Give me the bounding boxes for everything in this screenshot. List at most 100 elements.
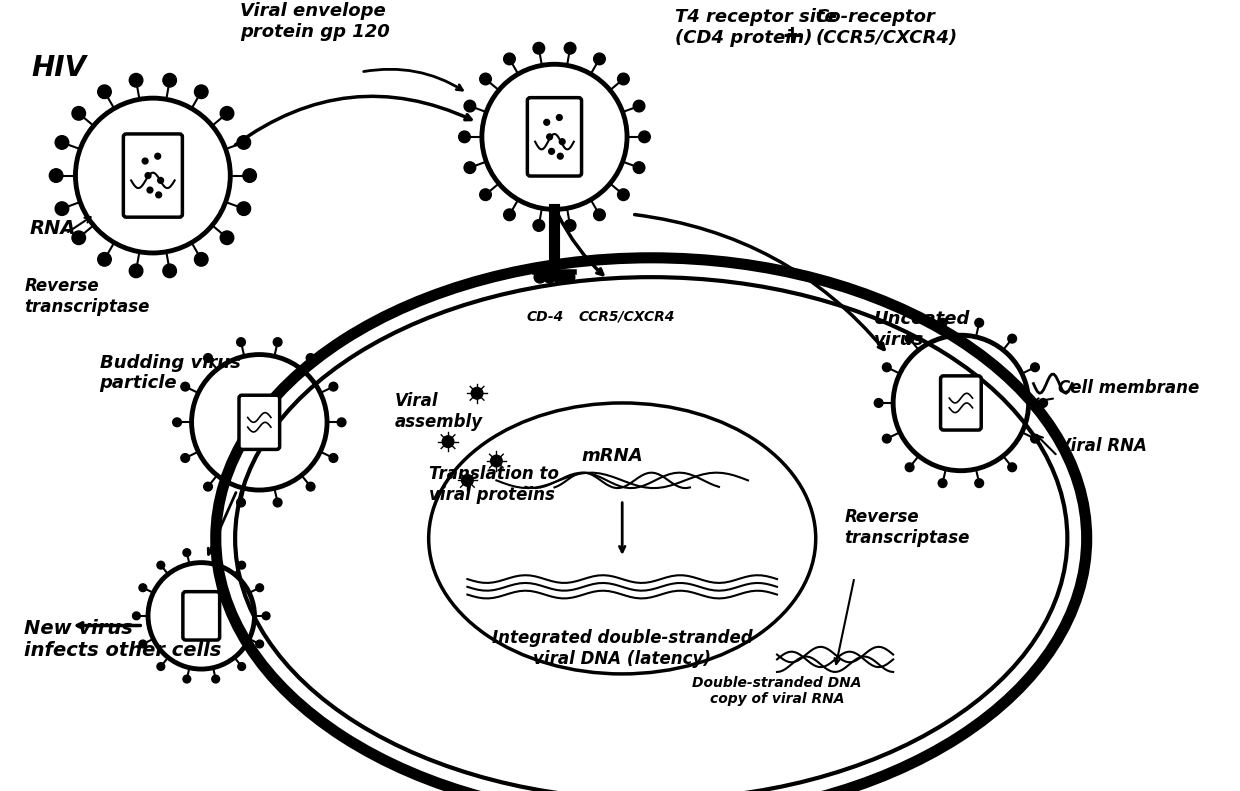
Circle shape — [98, 252, 112, 266]
Circle shape — [905, 335, 914, 343]
Circle shape — [157, 562, 165, 569]
Circle shape — [594, 209, 605, 221]
Text: Viral
assembly: Viral assembly — [394, 392, 482, 431]
Circle shape — [329, 382, 337, 391]
Circle shape — [564, 220, 575, 231]
Circle shape — [559, 138, 565, 145]
Circle shape — [72, 231, 86, 244]
Circle shape — [203, 354, 212, 362]
Circle shape — [480, 74, 491, 85]
Text: Double-stranded DNA
copy of viral RNA: Double-stranded DNA copy of viral RNA — [692, 676, 862, 706]
Circle shape — [155, 153, 161, 159]
Circle shape — [243, 168, 257, 182]
Text: Reverse
transcriptase: Reverse transcriptase — [844, 509, 970, 547]
Circle shape — [145, 172, 151, 179]
Circle shape — [306, 483, 315, 491]
Circle shape — [157, 177, 164, 184]
Circle shape — [975, 319, 983, 327]
Text: Integrated double-stranded
viral DNA (latency): Integrated double-stranded viral DNA (la… — [492, 630, 753, 668]
Circle shape — [480, 189, 491, 200]
Circle shape — [184, 676, 191, 683]
FancyBboxPatch shape — [527, 97, 582, 176]
Text: HIV: HIV — [32, 54, 87, 82]
Circle shape — [464, 162, 476, 173]
Circle shape — [548, 149, 554, 154]
Circle shape — [237, 202, 250, 215]
Circle shape — [939, 479, 947, 487]
Circle shape — [459, 131, 470, 142]
Circle shape — [212, 676, 219, 683]
Text: T4 receptor site
(CD4 protein): T4 receptor site (CD4 protein) — [676, 8, 837, 47]
Circle shape — [1030, 363, 1039, 372]
Circle shape — [337, 418, 346, 426]
Circle shape — [238, 663, 246, 671]
Text: CCR5/CXCR4: CCR5/CXCR4 — [579, 310, 676, 324]
Circle shape — [184, 549, 191, 557]
Text: Co-receptor
(CCR5/CXCR4): Co-receptor (CCR5/CXCR4) — [816, 8, 957, 47]
Circle shape — [557, 153, 563, 159]
Circle shape — [883, 363, 892, 372]
Circle shape — [563, 271, 575, 283]
Text: mRNA: mRNA — [582, 447, 644, 465]
Circle shape — [238, 562, 246, 569]
Circle shape — [1008, 463, 1017, 471]
Circle shape — [273, 338, 281, 346]
Circle shape — [255, 640, 264, 648]
Circle shape — [203, 483, 212, 491]
Circle shape — [50, 168, 63, 182]
Circle shape — [262, 612, 270, 619]
Circle shape — [55, 202, 68, 215]
Circle shape — [503, 209, 516, 221]
Circle shape — [464, 100, 476, 112]
Circle shape — [1039, 399, 1048, 407]
Circle shape — [195, 252, 208, 266]
FancyBboxPatch shape — [182, 592, 219, 640]
Circle shape — [533, 220, 544, 231]
Circle shape — [547, 134, 553, 140]
Circle shape — [874, 399, 883, 407]
Circle shape — [594, 53, 605, 65]
Circle shape — [162, 74, 176, 87]
Circle shape — [98, 85, 112, 99]
Circle shape — [237, 498, 246, 507]
Circle shape — [939, 319, 947, 327]
Circle shape — [1030, 434, 1039, 443]
FancyBboxPatch shape — [239, 396, 280, 449]
Circle shape — [139, 584, 146, 592]
Circle shape — [139, 640, 146, 648]
Circle shape — [557, 115, 562, 120]
Circle shape — [544, 271, 556, 283]
Circle shape — [553, 271, 565, 283]
Circle shape — [329, 454, 337, 463]
Circle shape — [306, 354, 315, 362]
Text: Viral RNA: Viral RNA — [1058, 437, 1147, 456]
Circle shape — [975, 479, 983, 487]
Text: Cell membrane: Cell membrane — [1058, 379, 1199, 397]
Circle shape — [255, 584, 264, 592]
Circle shape — [195, 85, 208, 99]
Circle shape — [148, 187, 153, 193]
Circle shape — [181, 454, 190, 463]
Circle shape — [461, 475, 474, 486]
Circle shape — [72, 107, 86, 120]
Circle shape — [639, 131, 650, 142]
Circle shape — [491, 455, 502, 467]
Circle shape — [172, 418, 181, 426]
Circle shape — [883, 434, 892, 443]
Circle shape — [133, 612, 140, 619]
Circle shape — [534, 271, 546, 283]
Text: Uncoated
virus: Uncoated virus — [874, 310, 970, 349]
Circle shape — [181, 382, 190, 391]
Circle shape — [221, 231, 234, 244]
Circle shape — [129, 74, 143, 87]
Circle shape — [564, 43, 575, 54]
Circle shape — [237, 338, 246, 346]
Ellipse shape — [226, 267, 1078, 791]
Ellipse shape — [429, 403, 816, 674]
Circle shape — [634, 162, 645, 173]
Circle shape — [905, 463, 914, 471]
Text: CD-4: CD-4 — [526, 310, 563, 324]
Text: Translation to
viral proteins: Translation to viral proteins — [429, 465, 558, 504]
Circle shape — [533, 43, 544, 54]
Circle shape — [544, 119, 549, 125]
